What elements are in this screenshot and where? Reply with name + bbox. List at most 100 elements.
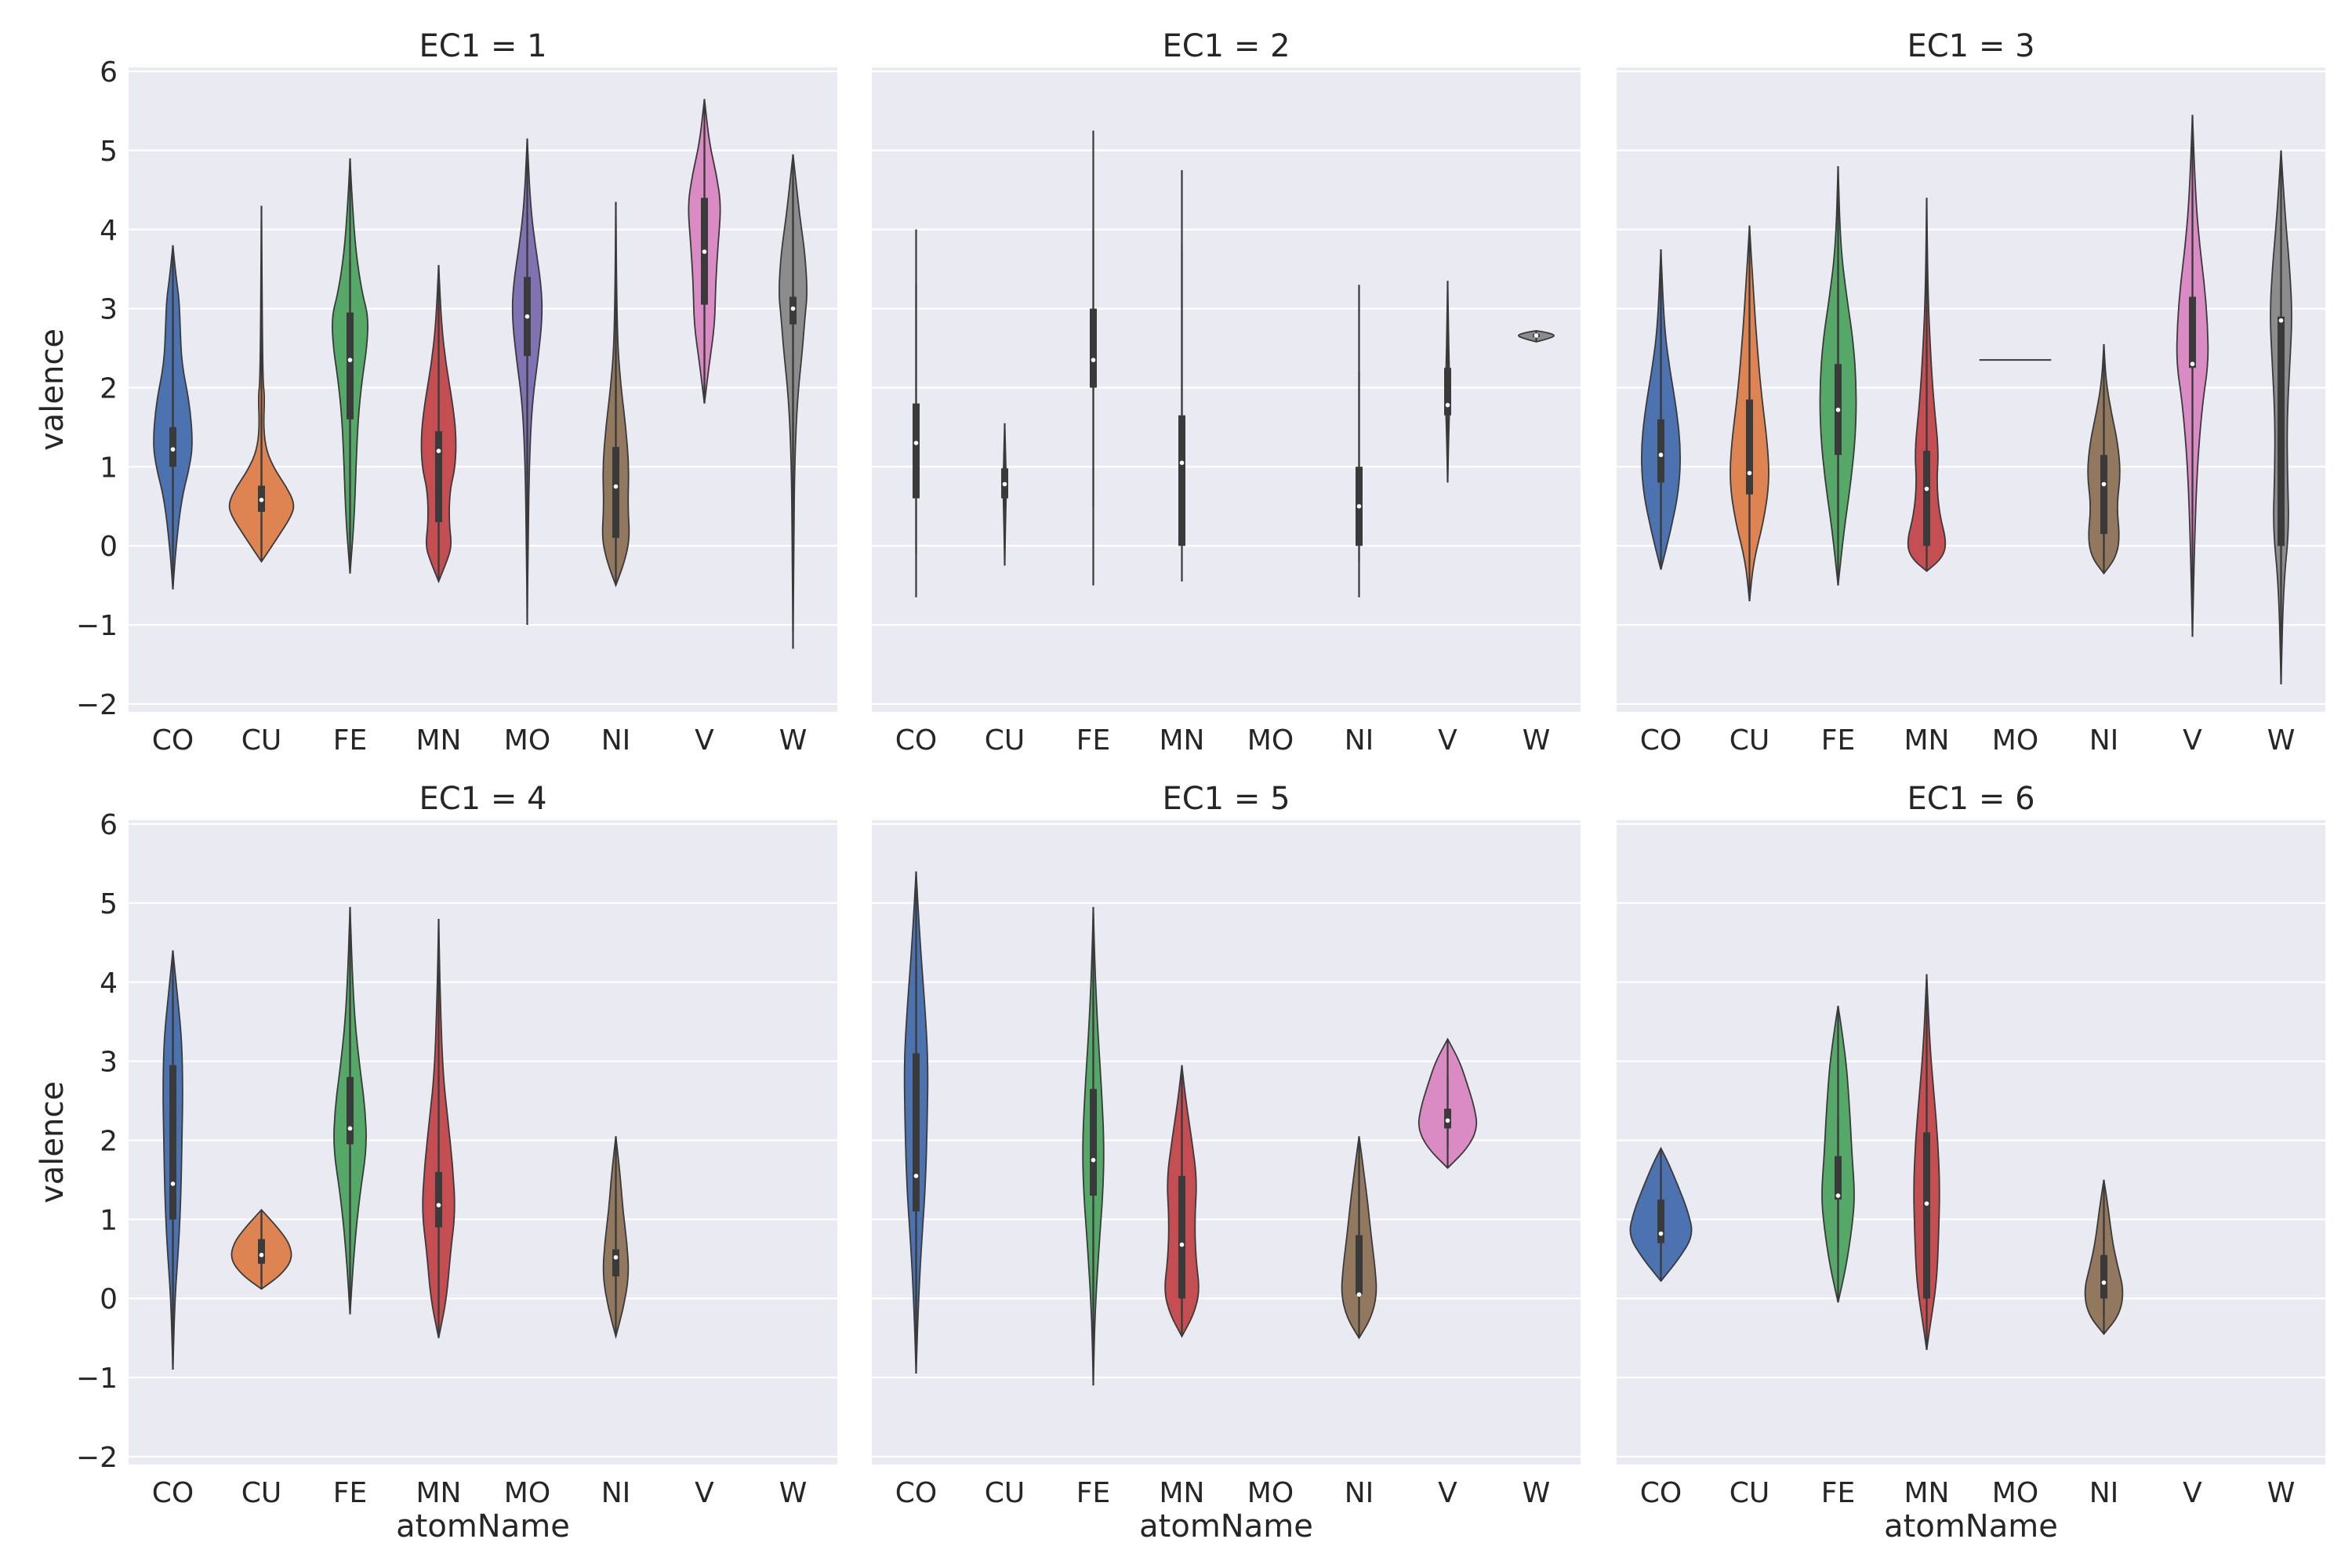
violin-median [2101, 481, 2107, 487]
violin-mn [420, 265, 457, 583]
y-tick-label: −2 [76, 689, 118, 721]
violin-median [436, 448, 441, 453]
x-tick-label: MN [1904, 724, 1950, 757]
y-tick-label: 2 [100, 1125, 118, 1157]
violin-median [259, 497, 264, 503]
y-tick-label: 1 [100, 452, 118, 484]
y-tick-label: 0 [100, 1283, 118, 1316]
x-tick-label: W [2267, 724, 2296, 757]
x-tick-label: CU [985, 1477, 1025, 1509]
facet-panel: EC1 = 1 −2 −1 0 1 2 3 4 5 6 valence CO CU FE MN MO NI V W [34, 28, 837, 757]
panel-background [129, 67, 837, 712]
y-tick-label: 6 [100, 56, 118, 89]
violin-median [2278, 318, 2284, 323]
x-tick-label: MN [1160, 724, 1205, 757]
x-axis-label: atomName [1884, 1508, 2058, 1544]
x-tick-label: CO [895, 1477, 937, 1509]
y-tick-label: −2 [76, 1442, 118, 1474]
x-tick-label: CU [241, 724, 282, 757]
y-tick-label: 2 [100, 372, 118, 405]
panel-background [872, 820, 1581, 1465]
violin-cu [1730, 225, 1769, 601]
x-tick-label: V [1438, 724, 1457, 757]
violin-median [1445, 1118, 1450, 1123]
panel-title: EC1 = 1 [419, 28, 546, 64]
x-tick-label: V [1438, 1477, 1457, 1509]
y-tick-label: 0 [100, 531, 118, 563]
violin-median [1835, 407, 1841, 412]
violin-median [613, 1254, 619, 1260]
x-tick-label: MN [1904, 1477, 1950, 1509]
x-axis-label: atomName [396, 1508, 570, 1544]
violin-ni [601, 201, 630, 588]
x-tick-label: FE [1076, 1477, 1110, 1509]
violin-mn [1164, 1065, 1200, 1338]
panel-background [129, 820, 837, 1465]
violin-median [702, 249, 707, 254]
violin-mn [422, 919, 456, 1338]
violin-median [259, 1252, 264, 1258]
y-axis-label: valence [34, 328, 71, 451]
violin-mn [1178, 170, 1185, 582]
violin-median [347, 358, 353, 362]
y-tick-label: 3 [100, 1047, 118, 1079]
x-tick-label: W [1523, 1477, 1551, 1509]
violin-co [903, 871, 929, 1374]
violin-median [613, 484, 619, 489]
violin-median [436, 1203, 441, 1207]
violin-w [1518, 329, 1555, 343]
violin-median [1091, 358, 1096, 362]
x-tick-label: MO [1992, 1477, 2038, 1509]
x-tick-label: NI [2089, 724, 2119, 757]
facet-panel: EC1 = 3 CO CU FE MN MO NI V W [1617, 28, 2325, 757]
x-tick-label: CO [152, 724, 194, 757]
violin-median [1356, 503, 1362, 509]
violin-median [1747, 470, 1752, 476]
violin-fe [332, 158, 368, 574]
violin-co [1641, 249, 1681, 570]
x-tick-label: MO [504, 1477, 550, 1509]
violin-mn [1913, 974, 1940, 1350]
x-tick-label: V [695, 1477, 714, 1509]
x-tick-label: V [2183, 1477, 2202, 1509]
violin-median [1924, 486, 1929, 492]
x-tick-label: MN [1160, 1477, 1205, 1509]
violin-median [2101, 1280, 2107, 1285]
x-tick-label: V [695, 724, 714, 757]
violin-ni [1356, 285, 1363, 597]
x-tick-label: FE [1076, 724, 1110, 757]
x-tick-label: NI [601, 1477, 631, 1509]
y-tick-label: 6 [100, 809, 118, 841]
x-tick-label: CO [1640, 1477, 1682, 1509]
violin-co [153, 245, 193, 590]
violin-mo [511, 138, 543, 626]
violin-median [1179, 1242, 1185, 1247]
violin-median [1002, 481, 1007, 487]
violin-co [162, 950, 183, 1370]
violin-co [1629, 1146, 1693, 1283]
violin-median [1356, 1292, 1362, 1297]
violin-median [1835, 1193, 1841, 1198]
x-tick-label: CU [1730, 724, 1770, 757]
violin-ni [602, 1136, 630, 1340]
violin-median [1658, 1231, 1664, 1236]
panel-title: EC1 = 5 [1162, 781, 1290, 817]
violin-median [2190, 361, 2195, 367]
x-tick-label: NI [1345, 1477, 1374, 1509]
violin-cu [228, 205, 295, 564]
facet-panel: EC1 = 4 −2 −1 0 1 2 3 4 5 6 valence CO CU FE MN MO NI V Wa… [34, 781, 837, 1544]
x-tick-label: FE [333, 1477, 367, 1509]
x-tick-label: CO [895, 724, 937, 757]
violin-ni [1341, 1136, 1377, 1340]
violin-v [1417, 1037, 1478, 1170]
violin-median [524, 314, 530, 319]
panel-background [872, 67, 1581, 712]
violin-mn [1907, 198, 1947, 572]
violin-cu [1001, 423, 1008, 566]
violin-median [790, 306, 796, 311]
panel-title: EC1 = 3 [1907, 28, 2034, 64]
y-tick-label: 4 [100, 215, 118, 247]
